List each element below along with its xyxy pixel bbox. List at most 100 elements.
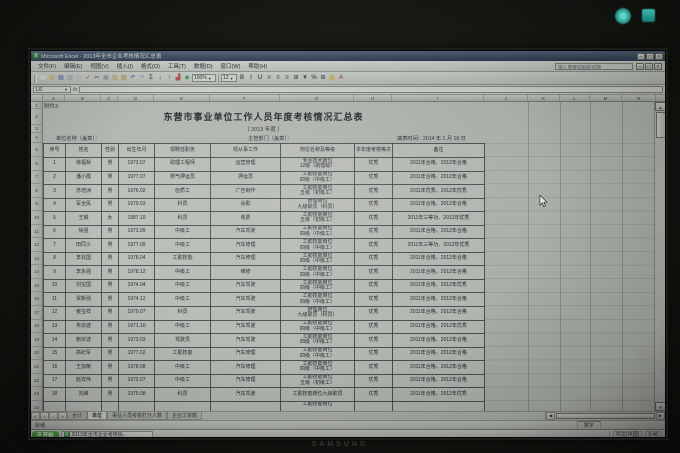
row-header-24[interactable]: 24	[31, 401, 42, 411]
cell-r7c7[interactable]: 优秀	[354, 238, 393, 253]
cell-r9c8[interactable]: 2011年合格、2012年合格	[392, 265, 485, 280]
cell-r6c0[interactable]: 6	[43, 224, 66, 240]
cell-r17c8[interactable]: 2011年合格、2012年合格	[392, 373, 485, 389]
cell-r1c4[interactable]: 助理工程师	[154, 157, 211, 172]
merge-center-icon[interactable]: ⊞	[293, 75, 299, 81]
fill-color-icon[interactable]: ▩	[329, 75, 335, 81]
cell-r9c5[interactable]: 维修	[210, 265, 281, 280]
cell-r5c2[interactable]: 女	[101, 211, 119, 226]
cell-r12c6[interactable]: 管理岗位 九级职员（科员）	[280, 306, 355, 321]
cell-r1c1[interactable]: 徐福祯	[65, 157, 102, 172]
borders-icon[interactable]: ⊞	[320, 75, 326, 81]
cell-r15c3[interactable]: 1977.02	[118, 346, 155, 362]
cell-r6c1[interactable]: 徐强	[65, 224, 102, 240]
cell-r8c3[interactable]: 1978.04	[118, 251, 155, 267]
cell-r9c4[interactable]: 中级工	[154, 265, 211, 280]
cell-r18c1[interactable]: 刘峰	[65, 387, 102, 402]
cell-r3c3[interactable]: 1976.02	[118, 184, 155, 199]
cell-r2c7[interactable]: 优秀	[354, 170, 393, 186]
menu-item-3[interactable]: 插入(I)	[116, 64, 133, 70]
cell-r14c3[interactable]: 1973.03	[118, 333, 155, 348]
cell-r10c3[interactable]: 1974.04	[118, 278, 155, 294]
cell-r18c0[interactable]: 18	[43, 387, 66, 402]
cell-r14c7[interactable]: 优秀	[354, 333, 393, 348]
cell-r9c6[interactable]: 工勤技能岗位 四级（中级工）	[280, 265, 355, 280]
cell-r3c2[interactable]: 男	[101, 184, 119, 199]
horizontal-scroll-thumb[interactable]	[556, 413, 655, 419]
cell-r5c4[interactable]: 科员	[154, 211, 211, 226]
cell-r16c7[interactable]: 优秀	[354, 360, 393, 375]
row-header-2[interactable]: 2	[31, 109, 42, 125]
cell-r11c6[interactable]: 工勤技能岗位 四级（中级工）	[280, 292, 355, 307]
cell-r17c2[interactable]: 男	[101, 373, 119, 389]
cell-r10c7[interactable]: 优秀	[354, 278, 393, 294]
cell-r6c6[interactable]: 工勤技能岗位 四级（中级工）	[280, 224, 355, 240]
copy-icon[interactable]: ▣	[103, 75, 109, 81]
menu-item-5[interactable]: 工具(T)	[167, 64, 186, 70]
cell-r13c1[interactable]: 朱宗波	[65, 319, 102, 335]
sheet-tab-3[interactable]: 企业工资数	[167, 412, 203, 420]
cell-r2c5[interactable]: 押运员	[210, 170, 281, 186]
tab-nav-0[interactable]: «	[31, 412, 40, 420]
cell-r11c5[interactable]: 汽车驾驶	[210, 292, 281, 307]
spelling-icon[interactable]: ✓	[85, 75, 91, 81]
cell-r7c3[interactable]: 1977.09	[118, 238, 155, 253]
cell-r15c5[interactable]: 汽车修理	[210, 346, 281, 362]
menu-item-1[interactable]: 编辑(E)	[64, 64, 83, 70]
cell-r8c7[interactable]: 优秀	[354, 251, 393, 267]
cell-r7c5[interactable]: 汽车修理	[210, 238, 281, 253]
preview-icon[interactable]: ▧	[76, 75, 82, 81]
italic-icon[interactable]: I	[250, 75, 252, 81]
cell-r9c0[interactable]: 9	[43, 265, 66, 280]
cell-r2c0[interactable]: 2	[43, 170, 66, 186]
cell-r7c0[interactable]: 7	[43, 238, 66, 253]
drawing-icon[interactable]: ◆	[184, 75, 190, 81]
vertical-scrollbar[interactable]: ▲ ▼	[654, 102, 665, 411]
cell-r10c8[interactable]: 2011年合格、2012年优秀	[392, 278, 485, 294]
row-header-6[interactable]: 6	[31, 157, 42, 171]
sheet-tab-0[interactable]: 合计	[67, 412, 88, 420]
column-header-L[interactable]: L	[560, 95, 590, 101]
row-header-20[interactable]: 20	[31, 347, 42, 361]
cell-r5c3[interactable]: 1987.10	[118, 211, 155, 226]
cell-r12c3[interactable]: 1979.07	[118, 306, 155, 321]
column-header-C[interactable]: C	[101, 95, 118, 101]
cell-r17c5[interactable]: 汽车修理	[210, 373, 281, 389]
cell-r2c3[interactable]: 1977.07	[118, 170, 155, 186]
cell-r8c0[interactable]: 8	[43, 251, 66, 267]
currency-icon[interactable]: ¥	[303, 75, 307, 81]
cell-r4c0[interactable]: 4	[43, 197, 66, 213]
cell-r10c4[interactable]: 中级工	[154, 278, 211, 294]
cell-partial-c7[interactable]	[354, 400, 393, 411]
tab-nav-1[interactable]: ‹	[40, 412, 49, 420]
cell-r17c4[interactable]: 中级工	[154, 373, 211, 389]
ime-indicator[interactable]: 中文(中国)	[612, 431, 643, 437]
name-box[interactable]: L6 ▼	[33, 86, 71, 93]
cell-r12c2[interactable]: 男	[101, 306, 119, 321]
column-header-N[interactable]: N	[622, 95, 656, 101]
cell-partial-c3[interactable]	[118, 400, 155, 411]
cell-r10c2[interactable]: 男	[101, 278, 119, 294]
cell-r18c7[interactable]: 优秀	[354, 387, 393, 402]
minimize-icon[interactable]: –	[636, 62, 644, 70]
cell-r3c0[interactable]: 3	[43, 184, 66, 199]
cell-r13c0[interactable]: 13	[43, 319, 66, 335]
cell-r4c5[interactable]: 会勤	[210, 197, 281, 213]
cell-r9c2[interactable]: 男	[101, 265, 119, 280]
cell-r5c0[interactable]: 5	[43, 211, 66, 226]
align-left-icon[interactable]: ≡	[267, 75, 271, 81]
cell-r4c7[interactable]: 优秀	[354, 197, 393, 213]
sort-desc-icon[interactable]: ↑	[167, 75, 171, 81]
row-header-4[interactable]: 4	[31, 133, 42, 143]
new-icon[interactable]: ▤	[40, 75, 46, 81]
cell-r3c5[interactable]: 广告制作	[210, 184, 281, 199]
row-header-22[interactable]: 22	[31, 374, 42, 388]
cell-r13c4[interactable]: 中级工	[154, 319, 211, 335]
cell-r9c3[interactable]: 1978.12	[118, 265, 155, 280]
column-header-M[interactable]: M	[590, 95, 622, 101]
cell-r11c0[interactable]: 11	[43, 292, 66, 307]
column-header-A[interactable]: A	[43, 95, 65, 101]
cell-r14c6[interactable]: 工勤技能岗位 四级（中级工）	[280, 333, 355, 348]
cell-r5c5[interactable]: 收费	[210, 211, 281, 226]
row-header-13[interactable]: 13	[31, 252, 42, 266]
